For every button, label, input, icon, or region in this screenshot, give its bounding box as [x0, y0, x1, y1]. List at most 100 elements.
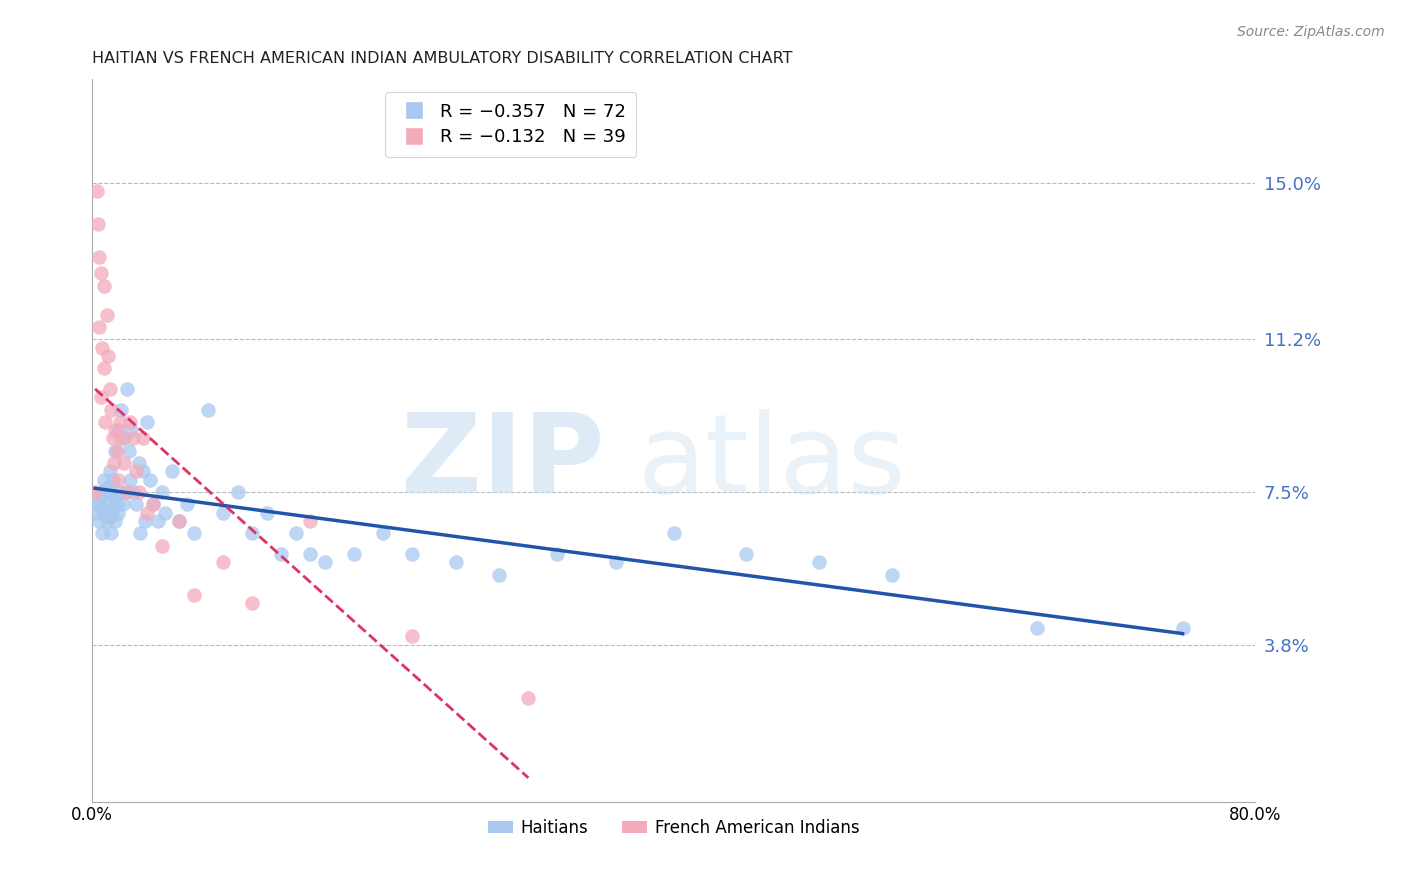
Point	[110, 402, 132, 417]
Point	[488, 567, 510, 582]
Point	[104, 423, 127, 437]
Point	[120, 423, 142, 437]
Point	[94, 506, 117, 520]
Point	[90, 390, 112, 404]
Point	[89, 320, 111, 334]
Text: Source: ZipAtlas.com: Source: ZipAtlas.com	[1237, 25, 1385, 39]
Point	[103, 489, 125, 503]
Text: HAITIAN VS FRENCH AMERICAN INDIAN AMBULATORY DISABILITY CORRELATION CHART: HAITIAN VS FRENCH AMERICAN INDIAN AMBULA…	[93, 51, 793, 66]
Point	[89, 250, 111, 264]
Point	[444, 555, 467, 569]
Point	[169, 514, 191, 528]
Point	[98, 509, 121, 524]
Point	[87, 217, 110, 231]
Point	[107, 506, 129, 520]
Point	[150, 485, 173, 500]
Point	[91, 526, 114, 541]
Point	[134, 514, 156, 528]
Point	[122, 485, 145, 500]
Point	[808, 555, 831, 569]
Legend: Haitians, French American Indians: Haitians, French American Indians	[481, 813, 866, 844]
Point	[91, 341, 114, 355]
Point	[1171, 621, 1194, 635]
Point	[240, 597, 263, 611]
Point	[96, 514, 118, 528]
Point	[139, 473, 162, 487]
Point	[98, 382, 121, 396]
Point	[142, 498, 165, 512]
Point	[115, 382, 138, 396]
Point	[93, 489, 115, 503]
Point	[93, 278, 115, 293]
Point	[105, 498, 128, 512]
Point	[103, 456, 125, 470]
Point	[89, 514, 111, 528]
Point	[90, 266, 112, 280]
Point	[117, 443, 139, 458]
Point	[226, 485, 249, 500]
Point	[91, 501, 114, 516]
Point	[270, 547, 292, 561]
Point	[128, 456, 150, 470]
Point	[122, 431, 145, 445]
Point	[546, 547, 568, 561]
Point	[112, 431, 135, 445]
Point	[108, 485, 131, 500]
Point	[101, 473, 124, 487]
Point	[146, 514, 169, 528]
Point	[197, 402, 219, 417]
Point	[104, 443, 127, 458]
Point	[84, 493, 107, 508]
Point	[662, 526, 685, 541]
Point	[212, 555, 235, 569]
Point	[132, 431, 155, 445]
Point	[128, 485, 150, 500]
Point	[169, 514, 191, 528]
Point	[183, 588, 205, 602]
Point	[240, 526, 263, 541]
Point	[1026, 621, 1049, 635]
Point	[111, 498, 134, 512]
Point	[86, 506, 108, 520]
Point	[371, 526, 394, 541]
Point	[115, 485, 138, 500]
Point	[114, 485, 136, 500]
Point	[86, 184, 108, 198]
Point	[176, 498, 198, 512]
Point	[132, 464, 155, 478]
Point	[101, 431, 124, 445]
Point	[97, 498, 120, 512]
Point	[105, 443, 128, 458]
Point	[98, 464, 121, 478]
Point	[101, 501, 124, 516]
Point	[104, 514, 127, 528]
Point	[183, 526, 205, 541]
Point	[84, 485, 107, 500]
Point	[517, 691, 540, 706]
Point	[129, 526, 152, 541]
Point	[107, 423, 129, 437]
Point	[125, 464, 148, 478]
Point	[343, 547, 366, 561]
Point	[100, 485, 122, 500]
Point	[299, 547, 322, 561]
Point	[150, 539, 173, 553]
Point	[735, 547, 758, 561]
Point	[125, 498, 148, 512]
Point	[107, 473, 129, 487]
Point	[256, 506, 278, 520]
Point	[93, 361, 115, 376]
Text: atlas: atlas	[638, 409, 907, 516]
Point	[87, 498, 110, 512]
Point	[153, 506, 176, 520]
Point	[118, 415, 141, 429]
Point	[314, 555, 336, 569]
Point	[93, 473, 115, 487]
Point	[212, 506, 235, 520]
Point	[136, 415, 159, 429]
Point	[96, 308, 118, 322]
Point	[90, 485, 112, 500]
Point	[136, 506, 159, 520]
Point	[100, 402, 122, 417]
Point	[160, 464, 183, 478]
